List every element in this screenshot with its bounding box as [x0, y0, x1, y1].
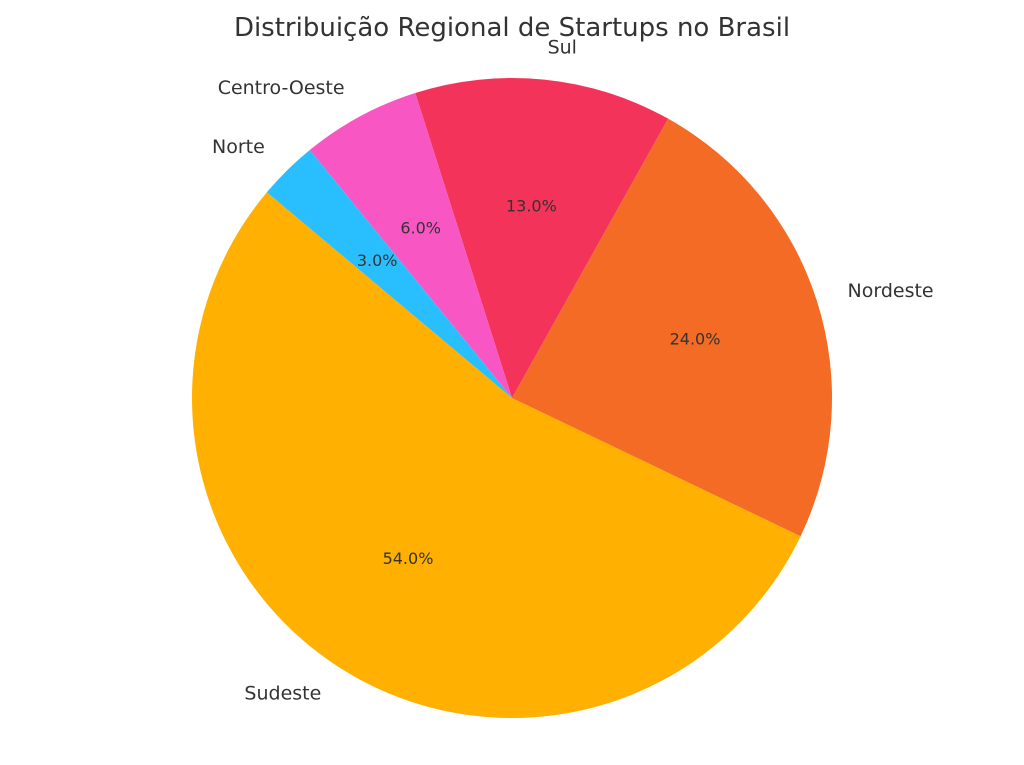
chart-title: Distribuição Regional de Startups no Bra…: [234, 13, 790, 43]
pie-slice-sul: [415, 78, 669, 398]
pie-slice-norte: [266, 150, 512, 398]
pie-slice-nordeste: [512, 118, 833, 537]
slice-percent-label: 3.0%: [357, 251, 398, 270]
slice-label: Centro-Oeste: [218, 77, 345, 99]
slice-percent-label: 6.0%: [400, 219, 441, 238]
pie-slice-sudeste: [192, 192, 801, 718]
slice-label: Sudeste: [244, 682, 321, 704]
pie-slice-centro-oeste: [309, 92, 512, 398]
slice-percent-label: 54.0%: [383, 549, 434, 568]
pie-slices: [192, 78, 833, 718]
slice-label: Sul: [548, 36, 577, 58]
slice-label: Nordeste: [848, 280, 934, 302]
slice-percent-label: 13.0%: [506, 196, 557, 215]
pie-labels: Sudeste 54.0% Nordeste 24.0% Sul 13.0% Centro-…: [212, 36, 934, 704]
slice-label: Norte: [212, 136, 265, 158]
slice-percent-label: 24.0%: [670, 329, 721, 348]
